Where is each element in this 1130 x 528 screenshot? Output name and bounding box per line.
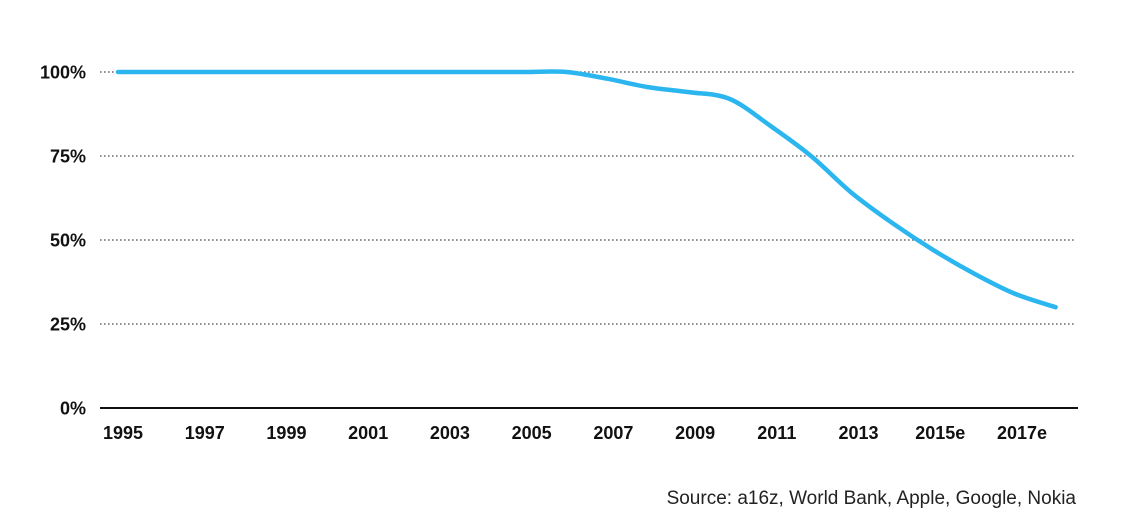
series-layer [115,69,1058,310]
y-tick-label: 50% [50,231,86,251]
x-tick-label: 1997 [185,423,225,443]
source-note: Source: a16z, World Bank, Apple, Google,… [666,488,1076,509]
x-tick-label: 2015e [915,423,965,443]
y-tick-label: 75% [50,147,86,167]
x-tick-label: 2017e [997,423,1047,443]
x-tick-label: 2001 [348,423,388,443]
series-line [115,69,1058,310]
x-tick-label: 2005 [512,423,552,443]
y-tick-label: 100% [40,63,86,83]
y-axis-ticks: 0% 25% 50% 75% 100% [40,63,86,419]
x-axis-ticks: 1995 1997 1999 2001 2003 2005 2007 2009 2011 2013… [103,423,1047,443]
x-tick-label: 2009 [675,423,715,443]
x-tick-label: 2011 [757,423,796,443]
x-tick-label: 1995 [103,423,143,443]
y-tick-label: 0% [60,399,86,419]
x-tick-label: 2003 [430,423,470,443]
y-tick-label: 25% [50,315,86,335]
grid-lines [100,71,1078,409]
x-tick-label: 2007 [593,423,633,443]
x-tick-label: 2013 [839,423,879,443]
x-tick-label: 1999 [266,423,306,443]
